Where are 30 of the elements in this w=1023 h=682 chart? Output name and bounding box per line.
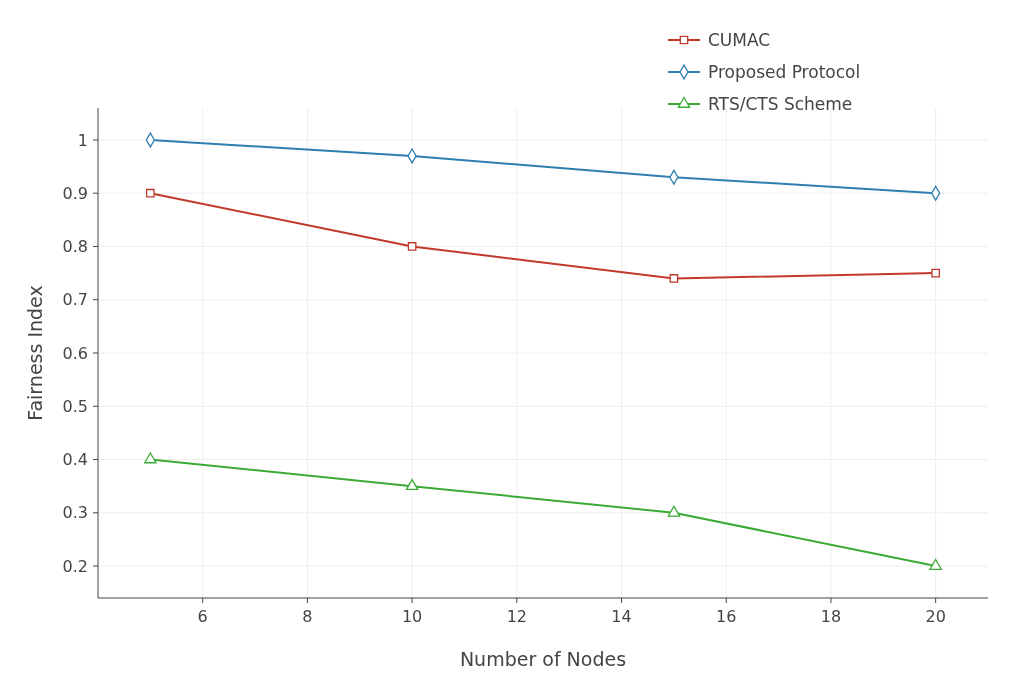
point: [667, 505, 681, 517]
x-tick-label: 8: [302, 607, 313, 626]
point: [405, 479, 419, 491]
x-tick-label: 6: [197, 607, 208, 626]
x-tick-label: 16: [716, 607, 737, 626]
y-tick-label: 0.4: [62, 450, 88, 470]
y-tick-label: 1: [77, 130, 88, 150]
y-tick-label: 0.8: [62, 237, 88, 257]
x-axis-title: Number of Nodes: [459, 648, 627, 670]
x-tick-label: 18: [820, 607, 842, 626]
legend-label: CUMAC: [708, 29, 771, 50]
y-tick-label: 0.5: [62, 396, 88, 416]
legend-label: Proposed Protocol: [708, 61, 861, 82]
x-tick-label: 14: [611, 607, 632, 626]
y-tick-label: 0.9: [62, 183, 88, 203]
x-tick-label: 20: [925, 607, 946, 626]
y-tick-label: 0.7: [62, 290, 88, 310]
point: [931, 268, 941, 278]
point: [145, 188, 155, 198]
x-tick-label: 12: [506, 607, 527, 626]
y-tick-label: 0.3: [62, 503, 88, 523]
point: [929, 558, 942, 570]
point: [669, 274, 679, 283]
y-axis-title: Fairness Index: [24, 285, 46, 421]
legend-label: RTS/CTS Scheme: [708, 93, 853, 114]
y-tick-label: 0.2: [62, 556, 88, 576]
point: [144, 452, 157, 464]
x-tick-label: 10: [401, 607, 423, 626]
y-tick-label: 0.6: [62, 343, 88, 363]
point: [407, 242, 417, 251]
